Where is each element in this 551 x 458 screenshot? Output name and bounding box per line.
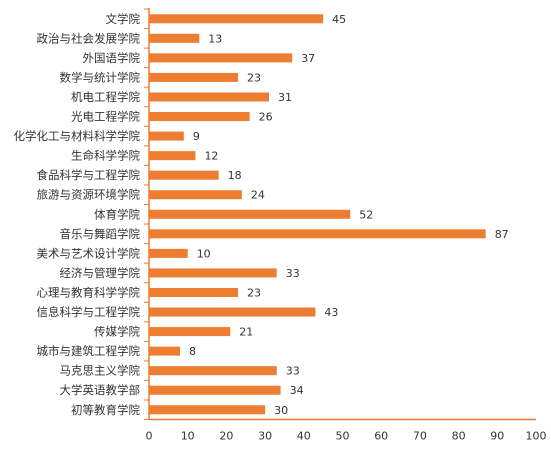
- bar: [149, 287, 239, 297]
- category-label: 数学与统计学院: [60, 70, 141, 84]
- data-label: 30: [274, 404, 288, 417]
- bar: [149, 385, 281, 395]
- bar: [149, 229, 486, 239]
- category-label: 传媒学院: [94, 325, 140, 339]
- data-label: 37: [301, 52, 315, 65]
- category-label: 城市与建筑工程学院: [37, 344, 141, 358]
- data-label: 10: [197, 247, 211, 260]
- category-label: 音乐与舞蹈学院: [60, 227, 141, 241]
- bar: [149, 268, 277, 278]
- x-tick-label: 20: [219, 430, 233, 443]
- bar: [149, 14, 324, 24]
- bar: [149, 131, 184, 141]
- data-label: 43: [324, 306, 338, 319]
- bar: [149, 307, 316, 317]
- bar: [149, 92, 269, 102]
- data-label: 33: [286, 267, 300, 280]
- bar: [149, 248, 188, 258]
- data-label: 26: [259, 111, 273, 124]
- data-label: 24: [251, 189, 265, 202]
- category-label: 信息科学与工程学院: [37, 305, 141, 319]
- x-tick-label: 0: [146, 430, 153, 443]
- category-label: 大学英语教学部: [60, 383, 141, 397]
- data-label: 13: [208, 32, 222, 45]
- bar: [149, 346, 180, 356]
- data-label: 23: [247, 286, 261, 299]
- data-label: 9: [193, 130, 200, 143]
- data-label: 87: [495, 228, 509, 241]
- category-label: 光电工程学院: [71, 110, 140, 124]
- category-label: 生命科学学院: [71, 149, 140, 163]
- bar: [149, 33, 200, 43]
- bar: [149, 190, 242, 200]
- category-label: 外国语学院: [83, 51, 141, 65]
- x-tick-label: 100: [526, 430, 547, 443]
- category-label: 经济与管理学院: [60, 266, 141, 280]
- bar: [149, 72, 239, 82]
- data-label: 52: [359, 208, 373, 221]
- bar: [149, 209, 351, 219]
- x-tick-label: 90: [490, 430, 504, 443]
- x-tick-label: 40: [297, 430, 311, 443]
- category-label: 美术与艺术设计学院: [37, 246, 141, 260]
- bar: [149, 327, 231, 337]
- data-label: 23: [247, 71, 261, 84]
- x-tick-label: 10: [181, 430, 195, 443]
- category-label: 化学化工与材料科学学院: [14, 129, 141, 143]
- data-label: 34: [290, 384, 304, 397]
- category-label: 初等教育学院: [71, 403, 140, 417]
- bar: [149, 53, 293, 63]
- bar: [149, 151, 196, 161]
- x-tick-label: 30: [258, 430, 272, 443]
- bar: [149, 112, 250, 122]
- bar: [149, 366, 277, 376]
- data-label: 18: [228, 169, 242, 182]
- category-label: 机电工程学院: [71, 90, 140, 104]
- data-label: 21: [239, 326, 253, 339]
- category-label: 文学院: [106, 12, 141, 26]
- data-label: 12: [204, 150, 218, 163]
- category-label: 政治与社会发展学院: [37, 31, 141, 45]
- data-label: 45: [332, 13, 346, 26]
- bar: [149, 170, 219, 180]
- x-tick-label: 70: [413, 430, 427, 443]
- x-tick-label: 80: [452, 430, 466, 443]
- x-tick-label: 50: [336, 430, 350, 443]
- category-label: 马克思主义学院: [60, 364, 141, 378]
- data-label: 31: [278, 91, 292, 104]
- category-label: 旅游与资源环境学院: [37, 188, 141, 202]
- category-label: 食品科学与工程学院: [37, 168, 141, 182]
- data-label: 33: [286, 365, 300, 378]
- x-tick-label: 60: [374, 430, 388, 443]
- bar: [149, 405, 266, 415]
- category-label: 体育学院: [94, 207, 140, 221]
- category-label: 心理与教育科学学院: [37, 285, 141, 299]
- data-label: 8: [189, 345, 196, 358]
